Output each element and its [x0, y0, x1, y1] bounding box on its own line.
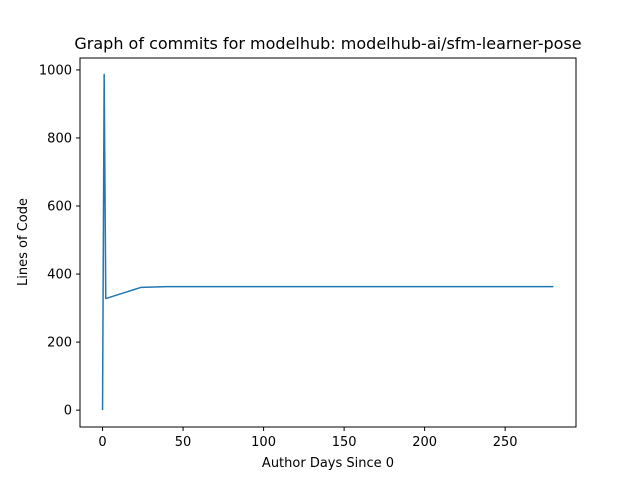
x-tick-label: 200	[412, 435, 437, 450]
y-tick-label: 1000	[39, 63, 72, 78]
x-tick-label: 100	[251, 435, 276, 450]
plot-area: 0 50 100 150 200 250 0 200 400 600 800 1000	[39, 57, 577, 450]
x-tick-label: 150	[332, 435, 357, 450]
x-tick-label: 50	[175, 435, 192, 450]
x-tick-label: 250	[493, 435, 518, 450]
y-tick-label: 200	[47, 336, 72, 351]
x-tick-label: 0	[98, 435, 106, 450]
y-tick-label: 600	[47, 200, 72, 215]
axes-frame	[79, 57, 577, 428]
y-tick-label: 400	[47, 268, 72, 283]
chart-title: Graph of commits for modelhub: modelhub-…	[74, 34, 581, 53]
x-axis-label: Author Days Since 0	[262, 456, 394, 471]
y-tick-label: 800	[47, 131, 72, 146]
y-tick-label: 0	[64, 404, 72, 419]
series-line-0	[101, 73, 554, 411]
y-axis-label: Lines of Code	[16, 198, 31, 286]
